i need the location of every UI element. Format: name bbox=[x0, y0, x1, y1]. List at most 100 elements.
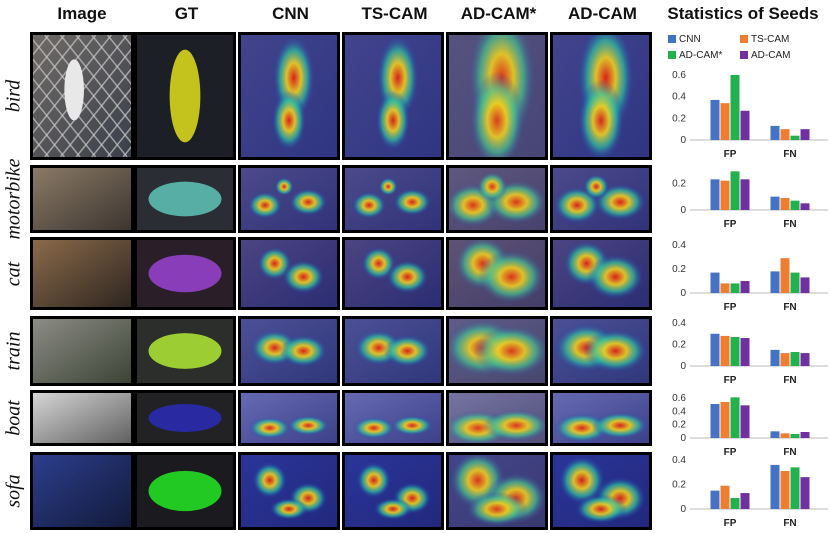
legend-item-adcam: AD-CAM bbox=[740, 50, 790, 61]
cell-cat-image bbox=[30, 237, 134, 310]
bar-motorbike-fp-adcam bbox=[740, 179, 750, 210]
x-category-label-boat: FN bbox=[783, 447, 796, 458]
y-tick-label-bird: 0.4 bbox=[672, 92, 686, 103]
legend-swatch-tscam bbox=[740, 35, 748, 43]
bar-train-fp-tscam bbox=[720, 335, 730, 366]
x-category-label-sofa: FN bbox=[783, 518, 796, 529]
cell-train-adcam bbox=[550, 316, 652, 386]
y-tick-label-sofa: 0.2 bbox=[672, 480, 686, 491]
bar-boat-fn-tscam bbox=[780, 433, 790, 438]
bar-motorbike-fp-tscam bbox=[720, 180, 730, 210]
x-category-label-train: FN bbox=[783, 375, 796, 386]
bar-sofa-fn-cnn bbox=[770, 464, 780, 509]
legend-label: AD-CAM bbox=[751, 50, 791, 61]
bar-boat-fn-adcam bbox=[790, 434, 800, 438]
cell-bird-image bbox=[30, 32, 134, 160]
bar-motorbike-fn-tscam bbox=[780, 198, 790, 210]
cell-train-adcam-star bbox=[446, 316, 548, 386]
y-tick-label-bird: 0 bbox=[680, 135, 686, 146]
legend-label: CNN bbox=[679, 34, 701, 45]
legend: CNN TS-CAM AD-CAM* AD-CAM bbox=[668, 34, 828, 68]
bar-sofa-fp-adcam bbox=[730, 497, 740, 509]
bar-cat-fp-adcam bbox=[730, 283, 740, 293]
legend-label: AD-CAM* bbox=[679, 50, 723, 61]
legend-swatch-cnn bbox=[668, 35, 676, 43]
bar-cat-fn-adcam bbox=[800, 277, 810, 293]
bar-sofa-fp-cnn bbox=[710, 490, 720, 509]
cell-bird-cnn bbox=[238, 32, 340, 160]
legend-item-adcam-star: AD-CAM* bbox=[668, 50, 722, 61]
bar-bird-fn-cnn bbox=[770, 125, 780, 140]
bar-motorbike-fn-cnn bbox=[770, 196, 780, 210]
cell-boat-cnn bbox=[238, 390, 340, 446]
bar-boat-fn-cnn bbox=[770, 431, 780, 438]
legend-label: TS-CAM bbox=[751, 34, 790, 45]
column-header-adcam-star: AD-CAM* bbox=[460, 4, 537, 23]
cell-sofa-gt bbox=[134, 452, 236, 530]
bar-bird-fn-tscam bbox=[780, 129, 790, 140]
bar-boat-fn-adcam bbox=[800, 432, 810, 438]
y-tick-label-boat: 0.4 bbox=[672, 406, 686, 417]
cell-train-gt bbox=[134, 316, 236, 386]
bar-bird-fp-adcam bbox=[740, 110, 750, 140]
y-tick-label-train: 0.4 bbox=[672, 318, 686, 329]
y-tick-label-sofa: 0.4 bbox=[672, 455, 686, 466]
cell-motorbike-cnn bbox=[238, 165, 340, 233]
x-category-label-sofa: FP bbox=[724, 518, 737, 529]
cell-motorbike-adcam-star bbox=[446, 165, 548, 233]
y-tick-label-motorbike: 0.2 bbox=[672, 178, 686, 189]
bar-bird-fn-adcam bbox=[800, 129, 810, 140]
bar-boat-fp-cnn bbox=[710, 404, 720, 438]
bar-boat-fp-adcam bbox=[730, 397, 740, 438]
bar-sofa-fn-tscam bbox=[780, 471, 790, 509]
stats-title: Statistics of Seeds bbox=[667, 4, 819, 23]
x-category-label-bird: FP bbox=[724, 149, 737, 160]
bar-cat-fn-cnn bbox=[770, 271, 780, 293]
cell-boat-adcam bbox=[550, 390, 652, 446]
cell-sofa-adcam-star bbox=[446, 452, 548, 530]
x-category-label-bird: FN bbox=[783, 149, 796, 160]
cell-cat-tscam bbox=[342, 237, 444, 310]
cell-train-tscam bbox=[342, 316, 444, 386]
bar-train-fp-adcam bbox=[730, 336, 740, 366]
bar-cat-fn-tscam bbox=[780, 258, 790, 293]
bar-motorbike-fp-cnn bbox=[710, 179, 720, 210]
y-tick-label-motorbike: 0 bbox=[680, 205, 686, 216]
cell-cat-gt bbox=[134, 237, 236, 310]
column-header-tscam: TS-CAM bbox=[361, 4, 428, 23]
bar-train-fn-adcam bbox=[790, 352, 800, 366]
y-tick-label-train: 0 bbox=[680, 361, 686, 372]
y-tick-label-cat: 0 bbox=[680, 288, 686, 299]
cell-bird-gt bbox=[134, 32, 236, 160]
cell-bird-adcam bbox=[550, 32, 652, 160]
y-tick-label-bird: 0.2 bbox=[672, 113, 686, 124]
bar-motorbike-fn-adcam bbox=[790, 200, 800, 210]
column-header-adcam: AD-CAM bbox=[568, 4, 637, 23]
cell-cat-adcam-star bbox=[446, 237, 548, 310]
x-category-label-boat: FP bbox=[724, 447, 737, 458]
cell-boat-adcam-star bbox=[446, 390, 548, 446]
bar-train-fp-cnn bbox=[710, 333, 720, 366]
legend-swatch-adcam-star bbox=[668, 51, 676, 59]
column-header-gt: GT bbox=[174, 4, 199, 23]
x-category-label-train: FP bbox=[724, 375, 737, 386]
bar-train-fn-cnn bbox=[770, 349, 780, 366]
cell-boat-gt bbox=[134, 390, 236, 446]
cell-sofa-image bbox=[30, 452, 134, 530]
bar-cat-fp-adcam bbox=[740, 281, 750, 293]
cell-bird-tscam bbox=[342, 32, 444, 160]
cell-bird-adcam-star bbox=[446, 32, 548, 160]
bar-sofa-fn-adcam bbox=[800, 477, 810, 509]
bar-cat-fn-adcam bbox=[790, 272, 800, 293]
cell-motorbike-image bbox=[30, 165, 134, 233]
cell-cat-cnn bbox=[238, 237, 340, 310]
bar-bird-fn-adcam bbox=[790, 135, 800, 140]
bar-boat-fp-adcam bbox=[740, 405, 750, 438]
y-tick-label-cat: 0.4 bbox=[672, 240, 686, 251]
x-category-label-motorbike: FN bbox=[783, 219, 796, 230]
bar-cat-fp-cnn bbox=[710, 272, 720, 293]
legend-swatch-adcam bbox=[740, 51, 748, 59]
cell-sofa-cnn bbox=[238, 452, 340, 530]
